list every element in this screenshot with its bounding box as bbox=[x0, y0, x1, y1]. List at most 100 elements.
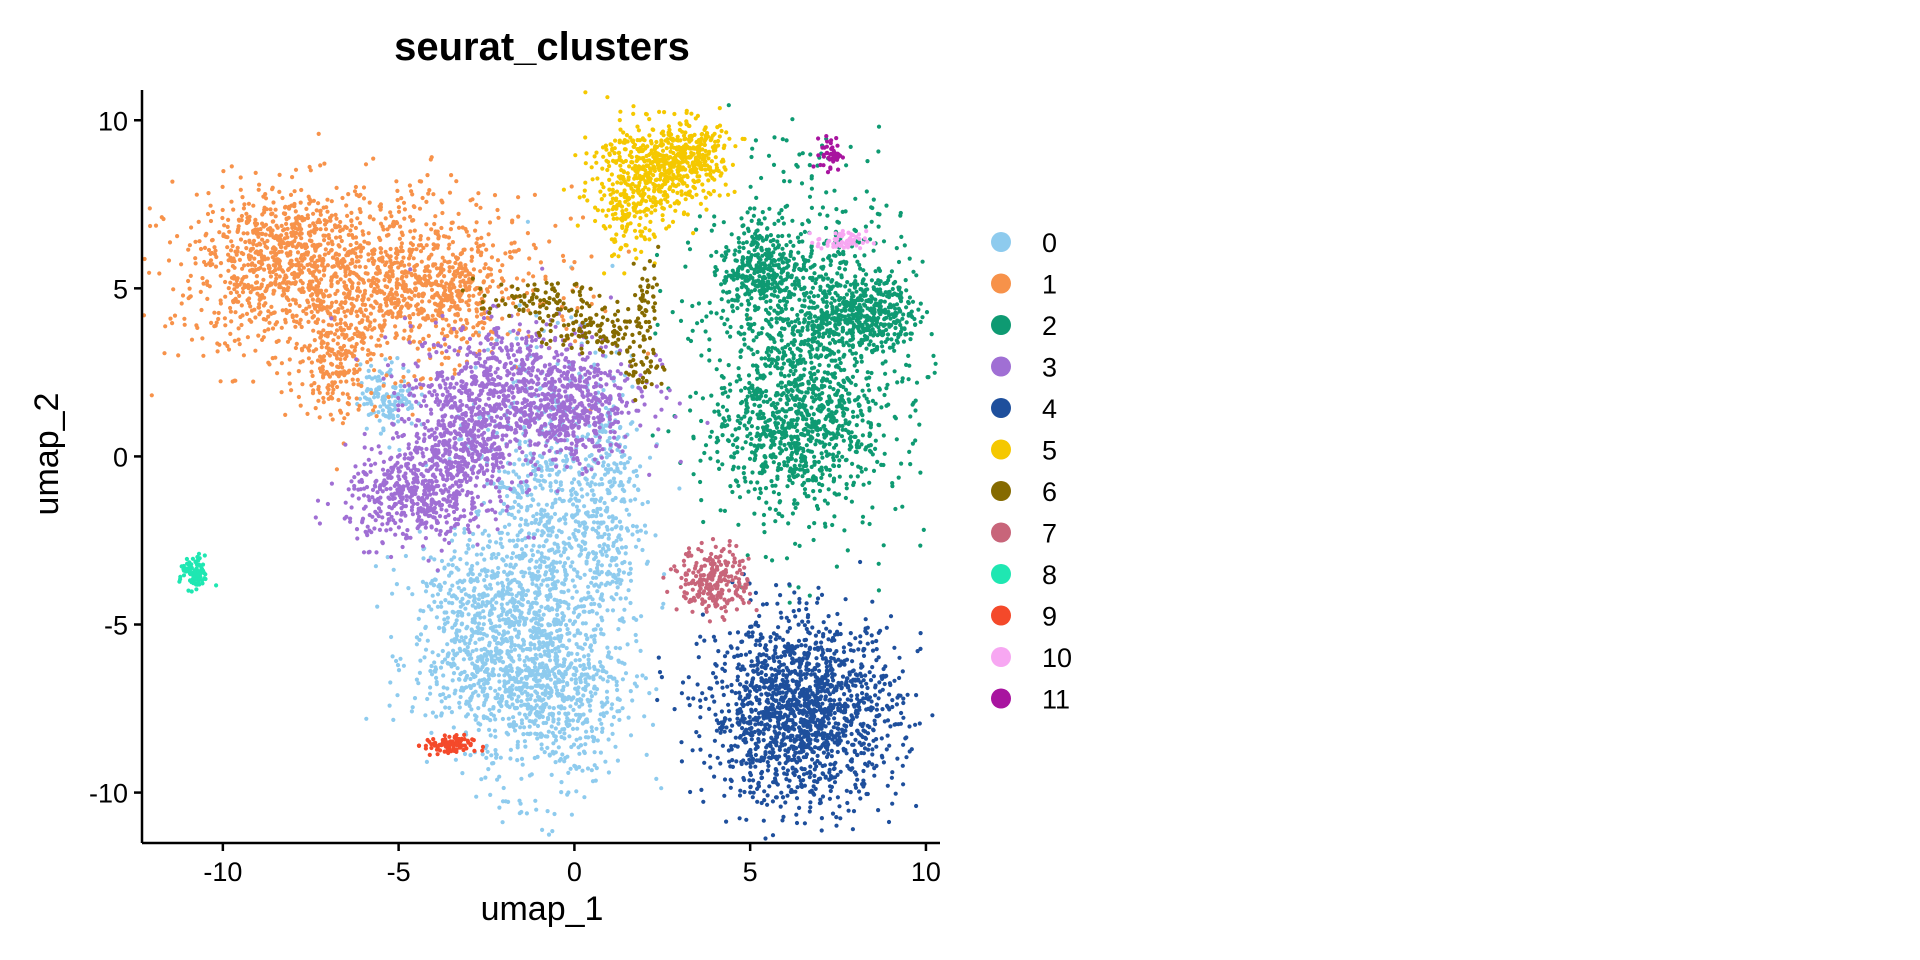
data-point bbox=[311, 269, 317, 274]
data-point bbox=[593, 627, 598, 632]
data-point bbox=[616, 435, 621, 440]
data-point bbox=[354, 369, 360, 374]
data-point bbox=[328, 412, 333, 417]
data-point bbox=[508, 587, 513, 592]
data-point bbox=[356, 259, 361, 264]
data-point bbox=[640, 501, 645, 507]
data-point bbox=[630, 532, 635, 537]
data-point bbox=[556, 545, 561, 550]
data-point bbox=[542, 479, 548, 484]
data-point bbox=[500, 716, 505, 722]
data-point bbox=[407, 183, 412, 188]
data-point bbox=[316, 398, 321, 403]
data-point bbox=[149, 393, 154, 398]
data-point bbox=[187, 286, 192, 291]
data-point bbox=[320, 367, 325, 372]
data-point bbox=[532, 610, 537, 615]
data-point bbox=[306, 285, 311, 290]
data-point bbox=[442, 566, 447, 571]
data-point bbox=[517, 798, 522, 803]
data-point bbox=[582, 609, 587, 614]
data-point bbox=[622, 607, 627, 612]
data-point bbox=[391, 385, 396, 390]
data-point bbox=[469, 656, 474, 661]
data-point bbox=[232, 338, 237, 343]
data-point bbox=[611, 676, 616, 681]
data-point bbox=[514, 336, 519, 341]
data-point bbox=[561, 663, 567, 668]
data-point bbox=[331, 255, 336, 260]
data-point bbox=[407, 262, 412, 267]
data-point bbox=[701, 519, 706, 525]
data-point bbox=[559, 734, 564, 740]
data-point bbox=[308, 270, 313, 275]
data-point bbox=[398, 388, 403, 393]
data-point bbox=[591, 520, 597, 525]
data-point bbox=[570, 514, 575, 519]
data-point bbox=[527, 256, 532, 261]
data-point bbox=[555, 472, 560, 477]
data-point bbox=[560, 672, 565, 678]
data-point bbox=[570, 696, 575, 701]
data-point bbox=[525, 706, 530, 711]
data-point bbox=[504, 287, 509, 292]
data-point bbox=[539, 742, 544, 747]
data-point bbox=[585, 697, 590, 702]
data-point bbox=[428, 685, 433, 690]
data-point bbox=[491, 634, 496, 640]
data-point bbox=[461, 657, 466, 662]
data-point bbox=[340, 365, 345, 370]
data-point bbox=[539, 746, 544, 751]
data-point bbox=[228, 255, 233, 260]
data-point bbox=[462, 686, 467, 691]
data-point bbox=[260, 231, 265, 236]
data-point bbox=[253, 348, 258, 353]
data-point bbox=[285, 226, 290, 231]
data-point bbox=[562, 657, 567, 662]
data-point bbox=[409, 189, 414, 194]
data-point bbox=[439, 362, 444, 367]
data-point bbox=[524, 646, 530, 652]
data-point bbox=[305, 298, 310, 303]
data-point bbox=[157, 271, 162, 276]
data-point bbox=[545, 526, 550, 532]
data-point bbox=[489, 556, 494, 561]
data-point bbox=[309, 309, 314, 315]
data-point bbox=[381, 428, 386, 433]
data-point bbox=[607, 515, 612, 520]
data-point bbox=[350, 306, 355, 311]
data-point bbox=[445, 686, 450, 691]
data-point bbox=[513, 706, 518, 711]
data-point bbox=[570, 560, 575, 565]
data-point bbox=[455, 304, 460, 309]
data-point bbox=[582, 795, 587, 800]
data-point bbox=[193, 256, 198, 261]
data-point bbox=[618, 581, 623, 586]
data-point bbox=[458, 317, 463, 322]
data-point bbox=[395, 413, 400, 419]
data-point bbox=[572, 606, 578, 611]
data-point bbox=[638, 648, 643, 654]
data-point bbox=[294, 245, 299, 250]
data-point bbox=[205, 211, 211, 217]
data-point bbox=[543, 460, 549, 465]
data-point bbox=[541, 612, 546, 617]
data-point bbox=[533, 573, 538, 579]
data-point bbox=[450, 625, 455, 630]
data-point bbox=[352, 348, 357, 353]
data-point bbox=[755, 349, 760, 355]
data-point bbox=[366, 278, 371, 283]
data-point bbox=[490, 597, 495, 602]
data-point bbox=[409, 421, 414, 426]
data-point bbox=[620, 561, 625, 566]
data-point bbox=[335, 341, 340, 346]
data-point bbox=[613, 744, 618, 749]
data-point bbox=[486, 544, 492, 550]
data-point bbox=[523, 674, 528, 680]
data-point bbox=[581, 604, 587, 609]
data-point bbox=[304, 311, 309, 316]
data-point bbox=[489, 711, 494, 717]
data-point bbox=[415, 302, 420, 307]
data-point bbox=[529, 520, 534, 526]
data-point bbox=[569, 677, 574, 682]
